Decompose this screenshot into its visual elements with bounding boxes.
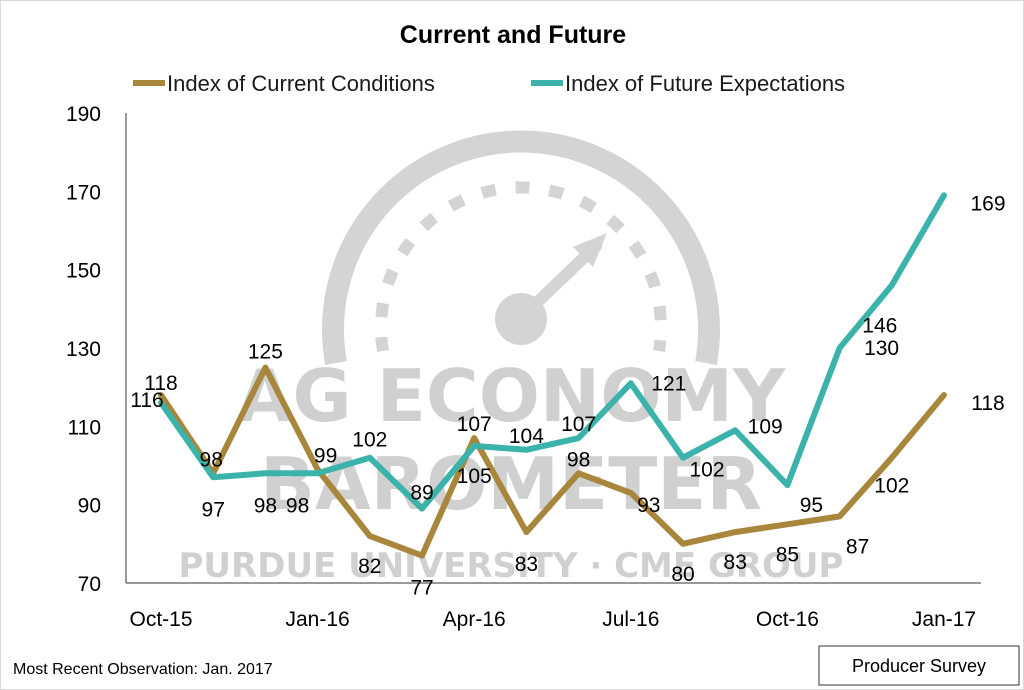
data-label-future: 116 xyxy=(130,389,163,412)
producer-survey-badge: Producer Survey xyxy=(818,645,1020,686)
x-tick-label: Jan-16 xyxy=(285,608,349,631)
y-tick-label: 130 xyxy=(66,338,101,361)
x-tick-label: Oct-15 xyxy=(129,608,192,631)
data-label-current: 82 xyxy=(358,555,381,578)
legend: Index of Current Conditions Index of Fut… xyxy=(133,71,845,96)
data-label-current: 118 xyxy=(144,372,177,395)
data-label-future: 97 xyxy=(202,498,225,521)
chart-title: Current and Future xyxy=(400,21,626,49)
y-tick-labels: 70 90 110 130 150 170 190 xyxy=(66,103,101,596)
data-label-future: 102 xyxy=(352,429,387,452)
legend-label-future: Index of Future Expectations xyxy=(565,71,845,96)
data-label-future: 95 xyxy=(800,494,823,517)
data-label-current: 83 xyxy=(515,553,538,576)
data-label-current: 93 xyxy=(637,494,660,517)
series-line-current xyxy=(158,364,947,559)
x-tick-labels: Oct-15 Jan-16 Apr-16 Jul-16 Oct-16 Jan-17 xyxy=(129,608,976,631)
y-tick-label: 110 xyxy=(68,416,101,439)
gauge-icon xyxy=(322,130,720,365)
data-label-future: 107 xyxy=(561,413,596,436)
y-tick-label: 70 xyxy=(78,573,101,596)
badge-box xyxy=(818,645,1020,686)
data-label-current: 98 xyxy=(200,448,223,471)
watermark-line3: PURDUE UNIVERSITY · CME GROUP xyxy=(179,546,844,586)
legend-label-current: Index of Current Conditions xyxy=(167,71,435,96)
data-label-current: 118 xyxy=(971,392,1004,415)
y-tick-label: 150 xyxy=(66,260,101,283)
series-lines xyxy=(158,192,947,559)
data-label-future: 169 xyxy=(970,192,1005,215)
data-label-current: 83 xyxy=(724,551,747,574)
data-label-future: 146 xyxy=(862,314,897,337)
x-tick-label: Jul-16 xyxy=(602,608,659,631)
data-label-future: 102 xyxy=(689,459,724,482)
data-label-future: 98 xyxy=(286,494,309,517)
data-label-current: 125 xyxy=(248,341,283,364)
x-tick-label: Apr-16 xyxy=(443,608,506,631)
data-label-current: 107 xyxy=(457,413,492,436)
data-label-future: 109 xyxy=(748,415,783,438)
data-label-current: 98 xyxy=(567,448,590,471)
y-tick-label: 190 xyxy=(66,103,101,126)
data-label-current: 87 xyxy=(846,535,869,558)
series-line-future xyxy=(158,192,947,512)
y-tick-label: 170 xyxy=(66,181,101,204)
data-label-future: 89 xyxy=(410,482,433,505)
data-label-future: 121 xyxy=(651,372,686,395)
data-label-future: 104 xyxy=(509,425,544,448)
x-tick-label: Jan-17 xyxy=(912,608,976,631)
data-label-current: 77 xyxy=(410,577,433,600)
data-label-current: 80 xyxy=(671,563,694,586)
watermark-logo: AG ECONOMY BAROMETER PURDUE UNIVERSITY ·… xyxy=(179,130,844,586)
data-label-future: 105 xyxy=(457,465,492,488)
watermark-line1: AG ECONOMY xyxy=(237,354,786,438)
y-tick-label: 90 xyxy=(78,495,101,518)
data-label-current: 85 xyxy=(776,543,799,566)
data-label-future: 98 xyxy=(254,494,277,517)
footnote: Most Recent Observation: Jan. 2017 xyxy=(13,661,273,678)
data-label-current: 102 xyxy=(874,475,909,498)
badge-label: Producer Survey xyxy=(852,656,986,676)
x-tick-label: Oct-16 xyxy=(756,608,819,631)
data-label-current: 99 xyxy=(314,444,337,467)
data-label-future: 130 xyxy=(864,337,899,360)
